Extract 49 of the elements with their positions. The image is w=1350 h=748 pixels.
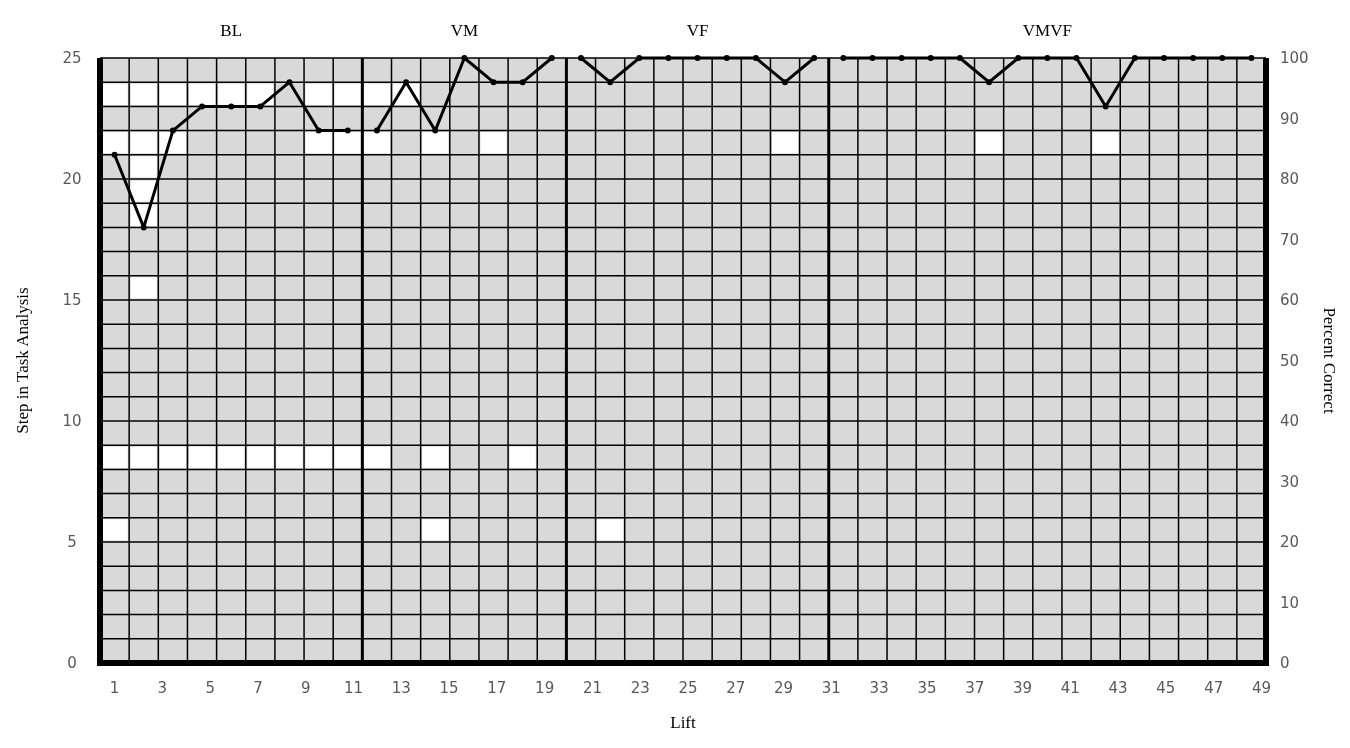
x-tick-label: 47 — [1204, 679, 1224, 697]
x-tick-label: 37 — [965, 679, 985, 697]
text: VF — [686, 21, 709, 40]
y2-tick-label: 80 — [1280, 170, 1300, 189]
x-axis-title: Lift — [670, 713, 697, 732]
x-tick-label: 25 — [678, 679, 698, 697]
x-tick-label: 33 — [869, 679, 889, 697]
y2-tick-label: 0 — [1280, 654, 1290, 673]
y2-tick-label: 30 — [1280, 472, 1300, 491]
y2-tick-label: 60 — [1280, 291, 1300, 310]
x-tick-label: 45 — [1156, 679, 1176, 697]
y-tick-label: 20 — [62, 170, 82, 189]
x-tick-label: 39 — [1012, 679, 1033, 697]
x-tick-label: 27 — [726, 679, 746, 697]
x-tick-label: 9 — [300, 679, 311, 697]
x-tick-label: 21 — [582, 679, 602, 697]
x-tick-label: 11 — [343, 679, 364, 697]
y2-tick-label: 10 — [1280, 593, 1300, 612]
y2-tick-label: 100 — [1280, 49, 1309, 68]
y2-tick-label: 40 — [1280, 412, 1300, 431]
y-tick-label: 25 — [62, 49, 82, 68]
x-tick-label: 1 — [109, 679, 120, 697]
x-tick-label: 13 — [391, 679, 411, 697]
x-tick-label: 49 — [1251, 679, 1272, 697]
x-tick-label: 17 — [487, 679, 507, 697]
x-tick-label: 41 — [1060, 679, 1080, 697]
x-tick-label: 5 — [205, 679, 215, 697]
y-tick-label: 0 — [67, 654, 77, 673]
y2-tick-label: 90 — [1280, 109, 1300, 128]
x-tick-label: 29 — [774, 679, 794, 697]
x-tick-label: 43 — [1108, 679, 1128, 697]
text: BL — [220, 21, 243, 40]
y2-tick-label: 50 — [1280, 351, 1300, 370]
x-tick-label: 35 — [917, 679, 937, 697]
y2-tick-label: 70 — [1280, 230, 1300, 249]
y2-axis-title: Percent Correct — [1320, 307, 1339, 414]
y-axis-title: Step in Task Analysis — [13, 287, 32, 434]
y-tick-label: 10 — [62, 412, 82, 431]
x-tick-label: 19 — [535, 679, 555, 697]
x-tick-label: 15 — [439, 679, 459, 697]
x-tick-label: 31 — [821, 679, 841, 697]
x-tick-label: 3 — [157, 679, 168, 697]
y-tick-label: 15 — [62, 291, 82, 310]
x-tick-label: 23 — [630, 679, 650, 697]
text: VM — [450, 21, 479, 40]
x-tick-label: 7 — [253, 679, 263, 697]
y2-tick-label: 20 — [1280, 533, 1300, 552]
y-tick-label: 5 — [67, 533, 77, 552]
text: VMVF — [1022, 21, 1072, 40]
